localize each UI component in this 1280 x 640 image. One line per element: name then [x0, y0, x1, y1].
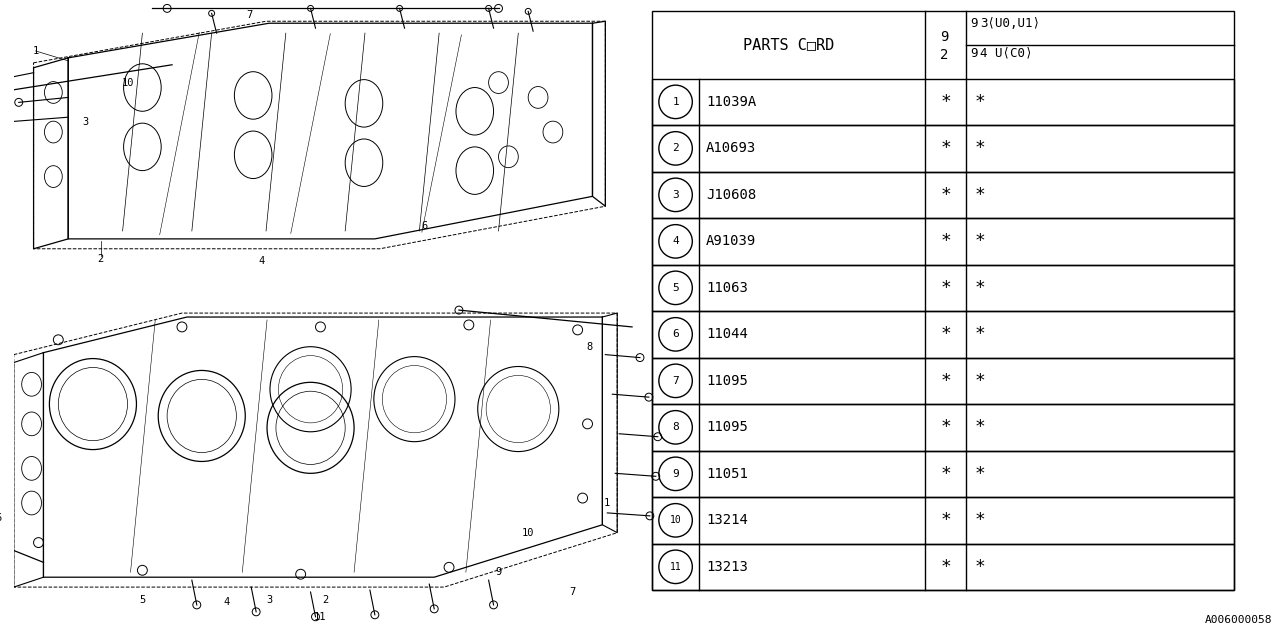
Text: 11: 11 — [669, 562, 681, 572]
Text: 13213: 13213 — [707, 560, 748, 574]
Text: 9: 9 — [495, 567, 502, 577]
Text: 10: 10 — [122, 77, 134, 88]
Text: A10693: A10693 — [707, 141, 756, 156]
Text: 2: 2 — [97, 253, 104, 264]
Text: 3: 3 — [266, 595, 273, 605]
Text: A006000058: A006000058 — [1204, 614, 1272, 625]
Bar — [652, 543, 1234, 590]
Bar — [652, 264, 1234, 311]
Text: 6: 6 — [672, 330, 678, 339]
Text: 4: 4 — [672, 236, 678, 246]
Text: 11051: 11051 — [707, 467, 748, 481]
Text: *: * — [941, 232, 951, 250]
Text: *: * — [941, 419, 951, 436]
Text: *: * — [941, 279, 951, 297]
Text: J10608: J10608 — [707, 188, 756, 202]
Bar — [652, 497, 1234, 543]
Text: 11095: 11095 — [707, 374, 748, 388]
Text: 2: 2 — [941, 48, 948, 62]
Text: 4: 4 — [223, 597, 229, 607]
Text: *: * — [974, 419, 986, 436]
Bar — [652, 451, 1234, 497]
Text: *: * — [941, 465, 951, 483]
Text: *: * — [941, 325, 951, 343]
Text: 2: 2 — [672, 143, 678, 154]
Text: 11044: 11044 — [707, 327, 748, 341]
Text: 13214: 13214 — [707, 513, 748, 527]
Text: 11: 11 — [314, 612, 326, 622]
Text: *: * — [974, 279, 986, 297]
Text: 6: 6 — [421, 221, 428, 231]
Text: 1: 1 — [604, 498, 611, 508]
Text: 1: 1 — [32, 46, 38, 56]
Bar — [652, 125, 1234, 172]
Text: 7: 7 — [672, 376, 678, 386]
Text: *: * — [941, 140, 951, 157]
Text: 11095: 11095 — [707, 420, 748, 435]
Text: *: * — [974, 325, 986, 343]
Bar — [652, 172, 1234, 218]
Text: 10: 10 — [669, 515, 681, 525]
Text: *: * — [974, 140, 986, 157]
Bar — [652, 358, 1234, 404]
Text: 7: 7 — [570, 587, 576, 597]
Text: *: * — [941, 372, 951, 390]
Text: *: * — [974, 186, 986, 204]
Text: 9: 9 — [970, 17, 978, 30]
Text: *: * — [974, 558, 986, 576]
Text: PARTS C□RD: PARTS C□RD — [742, 38, 835, 52]
Text: 9: 9 — [672, 469, 678, 479]
Text: 6: 6 — [0, 513, 3, 523]
Text: 10: 10 — [522, 528, 535, 538]
Text: *: * — [941, 93, 951, 111]
Text: 3: 3 — [82, 117, 88, 127]
Text: 5: 5 — [672, 283, 678, 293]
Text: *: * — [974, 232, 986, 250]
Text: 7: 7 — [246, 10, 252, 20]
Text: *: * — [974, 465, 986, 483]
Text: *: * — [941, 186, 951, 204]
Text: 11063: 11063 — [707, 281, 748, 295]
Bar — [652, 404, 1234, 451]
Text: 8: 8 — [586, 342, 593, 352]
Text: 3⟨U0,U1⟩: 3⟨U0,U1⟩ — [980, 17, 1041, 30]
Text: 9: 9 — [941, 30, 948, 44]
Bar — [652, 311, 1234, 358]
Text: 4: 4 — [259, 255, 264, 266]
Text: *: * — [941, 558, 951, 576]
Text: 2: 2 — [323, 595, 329, 605]
Text: A91039: A91039 — [707, 234, 756, 248]
Text: 4 U⟨C0⟩: 4 U⟨C0⟩ — [980, 47, 1033, 60]
Text: *: * — [974, 511, 986, 529]
Text: *: * — [974, 372, 986, 390]
Text: 9: 9 — [970, 47, 978, 60]
Text: *: * — [974, 93, 986, 111]
Text: 3: 3 — [672, 190, 678, 200]
Text: 8: 8 — [672, 422, 678, 433]
Text: 1: 1 — [672, 97, 678, 107]
Text: *: * — [941, 511, 951, 529]
Text: 11039A: 11039A — [707, 95, 756, 109]
Text: 5: 5 — [140, 595, 146, 605]
Bar — [652, 79, 1234, 125]
Bar — [652, 218, 1234, 264]
Bar — [652, 12, 1234, 590]
